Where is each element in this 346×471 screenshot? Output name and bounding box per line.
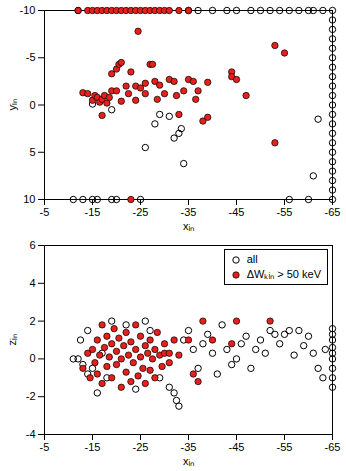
svg-text:4: 4: [29, 277, 35, 289]
svg-text:-35: -35: [181, 441, 197, 453]
svg-text:-5: -5: [26, 51, 36, 63]
svg-text:-5: -5: [40, 206, 50, 218]
html-text:all: all: [246, 253, 258, 265]
svg-text:-15: -15: [85, 441, 101, 453]
svg-text:yᵢₙ: yᵢₙ: [6, 99, 18, 110]
svg-text:0: 0: [29, 352, 35, 364]
svg-text:-65: -65: [325, 441, 341, 453]
svg-text:-65: -65: [325, 206, 341, 218]
svg-text:2: 2: [29, 315, 35, 327]
svg-text:-55: -55: [277, 441, 293, 453]
svg-text:-15: -15: [85, 206, 101, 218]
svg-text:xᵢₙ: xᵢₙ: [183, 455, 194, 467]
svg-text:-2: -2: [26, 390, 36, 402]
svg-text:-5: -5: [40, 441, 50, 453]
svg-text:6: 6: [29, 239, 35, 251]
svg-text:-35: -35: [181, 206, 197, 218]
svg-text:-4: -4: [26, 428, 36, 440]
svg-text:-25: -25: [133, 206, 149, 218]
svg-text:-45: -45: [229, 441, 245, 453]
svg-text:xᵢₙ: xᵢₙ: [183, 220, 194, 232]
svg-text:-55: -55: [277, 206, 293, 218]
svg-text:5: 5: [29, 146, 35, 158]
svg-text:-45: -45: [229, 206, 245, 218]
svg-text:-25: -25: [133, 441, 149, 453]
svg-text:zᵢₙ: zᵢₙ: [6, 334, 18, 345]
html-text:ΔWₖᵢₙ > 50 keV: ΔWₖᵢₙ > 50 keV: [246, 268, 321, 280]
svg-text:-10: -10: [20, 4, 36, 16]
svg-text:0: 0: [29, 99, 35, 111]
svg-text:10: 10: [23, 193, 35, 205]
